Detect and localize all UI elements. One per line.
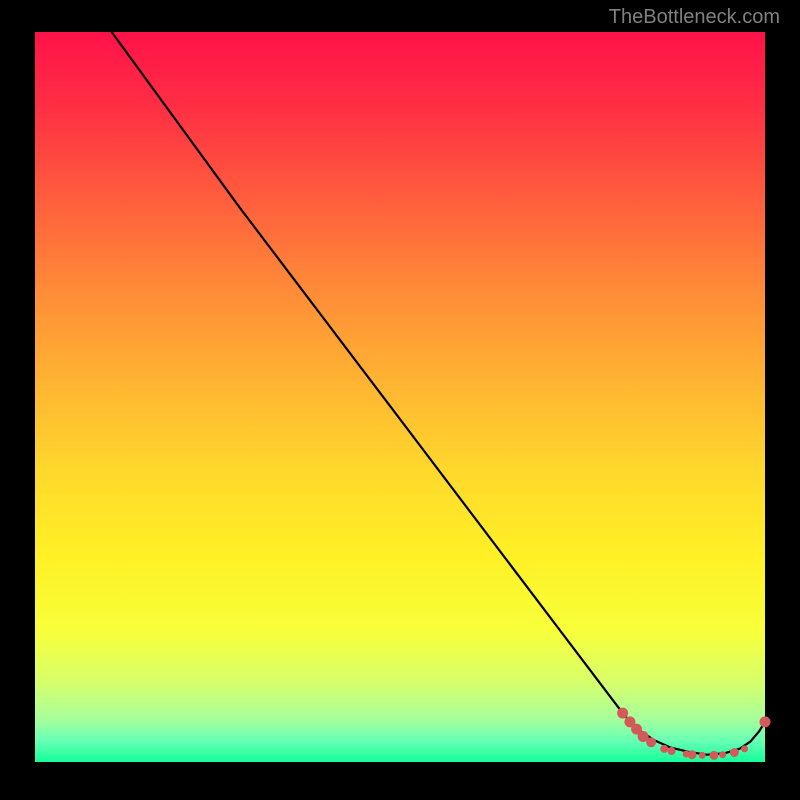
chart-marker bbox=[688, 750, 697, 759]
chart-curve bbox=[112, 32, 765, 755]
chart-marker bbox=[668, 747, 676, 755]
chart-plot-area bbox=[35, 32, 765, 762]
chart-marker bbox=[760, 716, 771, 727]
chart-marker bbox=[730, 748, 739, 757]
chart-overlay-svg bbox=[35, 32, 765, 762]
chart-marker bbox=[699, 752, 706, 759]
chart-marker bbox=[709, 751, 718, 760]
chart-marker bbox=[660, 745, 668, 753]
chart-marker bbox=[617, 708, 628, 719]
chart-marker bbox=[719, 751, 726, 758]
chart-marker bbox=[741, 745, 748, 752]
watermark-text: TheBottleneck.com bbox=[609, 6, 780, 29]
chart-marker bbox=[646, 737, 656, 747]
